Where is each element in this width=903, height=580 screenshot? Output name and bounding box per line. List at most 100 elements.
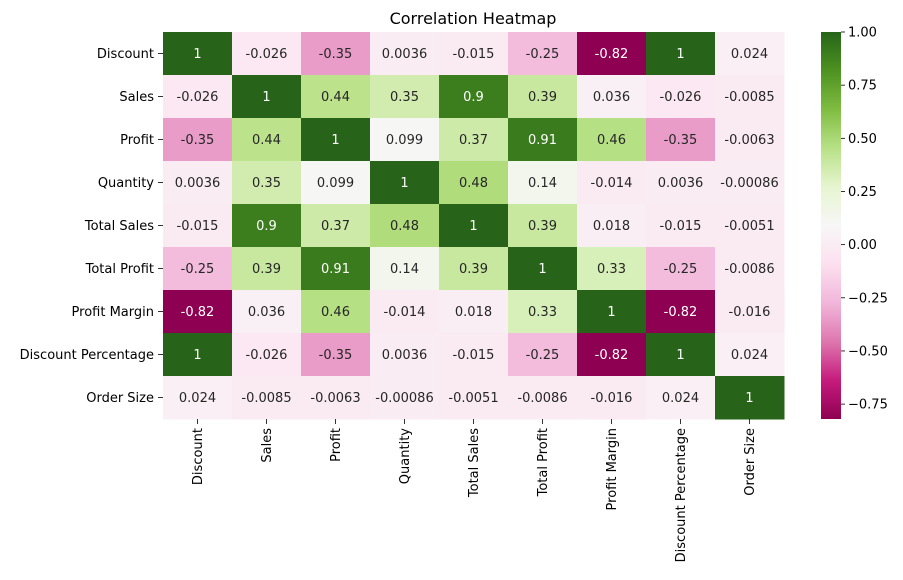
cell-value-label: 0.91 [321, 262, 350, 277]
cell-value-label: -0.0063 [310, 391, 360, 406]
cell-value-label: 0.018 [593, 219, 630, 234]
heatmap-cell [301, 247, 371, 291]
cell-value-label: 1 [538, 262, 546, 277]
colorbar-tick-label: 0.75 [848, 79, 877, 94]
cell-value-label: 0.33 [597, 262, 626, 277]
cell-value-label: 0.099 [317, 176, 354, 191]
row-tick-label: Discount [97, 47, 154, 62]
heatmap-cell [301, 204, 371, 248]
column-tick-label: Discount Percentage [674, 428, 689, 562]
cell-value-label: -0.015 [177, 219, 219, 234]
heatmap-cell [508, 161, 578, 205]
cell-value-label: 0.036 [248, 305, 285, 320]
heatmap-cell [439, 118, 509, 162]
heatmap-cell [646, 333, 716, 377]
heatmap-cell-labels: 1 -0.026 -0.35 0.0036 -0.015 -0.25 -0.82 1 0.024… [175, 47, 779, 406]
cell-value-label: -0.82 [595, 348, 629, 363]
heatmap-cell [577, 290, 647, 334]
heatmap-cell [439, 333, 509, 377]
heatmap-cell [370, 32, 440, 76]
heatmap-cell [232, 32, 302, 76]
cell-value-label: 0.35 [252, 176, 281, 191]
cell-value-label: 0.0036 [382, 47, 428, 62]
row-tick-label: Total Profit [85, 262, 154, 277]
heatmap-cell [439, 247, 509, 291]
cell-value-label: 0.39 [252, 262, 281, 277]
heatmap-cell [163, 376, 233, 420]
colorbar: 1.00 0.75 0.50 0.25 0.00 −0.25 −0.50 −0.75 [821, 26, 888, 419]
cell-value-label: 0.37 [321, 219, 350, 234]
column-tick-labels: Discount Sales Profit Quantity Total Sales To… [191, 419, 758, 562]
cell-value-label: -0.0051 [724, 219, 774, 234]
cell-value-label: -0.014 [384, 305, 426, 320]
cell-value-label: -0.82 [595, 47, 629, 62]
heatmap-cell [715, 290, 785, 334]
cell-value-label: 0.39 [459, 262, 488, 277]
colorbar-tick-label: 0.25 [848, 185, 877, 200]
heatmap-cell [646, 204, 716, 248]
heatmap-cell [715, 161, 785, 205]
heatmap-cell [301, 290, 371, 334]
cell-value-label: 1 [676, 47, 684, 62]
heatmap-cells [163, 32, 785, 420]
cell-value-label: 0.0036 [382, 348, 428, 363]
cell-value-label: 1 [676, 348, 684, 363]
cell-value-label: -0.25 [181, 262, 215, 277]
heatmap-cell [301, 333, 371, 377]
cell-value-label: 0.44 [321, 90, 350, 105]
cell-value-label: -0.015 [453, 47, 495, 62]
heatmap-cell [370, 290, 440, 334]
heatmap-cell [508, 376, 578, 420]
colorbar-tick-label: 0.50 [848, 132, 877, 147]
cell-value-label: -0.25 [526, 47, 560, 62]
cell-value-label: -0.015 [660, 219, 702, 234]
heatmap-cell [577, 333, 647, 377]
heatmap-cell [577, 247, 647, 291]
cell-value-label: 1 [193, 47, 201, 62]
colorbar-gradient [821, 32, 841, 419]
heatmap-cell [232, 290, 302, 334]
cell-value-label: -0.35 [664, 133, 698, 148]
heatmap-cell [163, 204, 233, 248]
heatmap-cell [646, 247, 716, 291]
cell-value-label: 0.33 [528, 305, 557, 320]
cell-value-label: -0.82 [181, 305, 215, 320]
colorbar-tick-label: −0.75 [848, 398, 888, 413]
cell-value-label: 1 [745, 391, 753, 406]
heatmap-cell [508, 75, 578, 119]
cell-value-label: 0.14 [390, 262, 419, 277]
heatmap-cell [370, 247, 440, 291]
row-tick-label: Sales [119, 90, 154, 105]
cell-value-label: 1 [469, 219, 477, 234]
cell-value-label: -0.0086 [724, 262, 774, 277]
cell-value-label: -0.026 [246, 348, 288, 363]
cell-value-label: 0.099 [386, 133, 423, 148]
cell-value-label: -0.016 [729, 305, 771, 320]
cell-value-label: 0.48 [459, 176, 488, 191]
heatmap-cell [163, 290, 233, 334]
heatmap-cell [370, 161, 440, 205]
cell-value-label: 0.39 [528, 219, 557, 234]
cell-value-label: -0.015 [453, 348, 495, 363]
heatmap-cell [715, 247, 785, 291]
heatmap-cell [715, 376, 785, 420]
cell-value-label: -0.026 [177, 90, 219, 105]
heatmap-cell [646, 75, 716, 119]
heatmap-cell [646, 161, 716, 205]
heatmap-cell [163, 333, 233, 377]
heatmap-cell [646, 118, 716, 162]
heatmap-cell [301, 376, 371, 420]
cell-value-label: 0.9 [256, 219, 277, 234]
cell-value-label: 0.46 [597, 133, 626, 148]
cell-value-label: 0.48 [390, 219, 419, 234]
cell-value-label: -0.82 [664, 305, 698, 320]
heatmap-cell [439, 161, 509, 205]
heatmap-cell [715, 333, 785, 377]
heatmap-cell [577, 204, 647, 248]
cell-value-label: 0.024 [731, 348, 768, 363]
row-tick-label: Discount Percentage [20, 348, 154, 363]
heatmap-cell [439, 290, 509, 334]
cell-value-label: 0.35 [390, 90, 419, 105]
heatmap-cell [439, 376, 509, 420]
colorbar-tick-label: 1.00 [848, 26, 877, 41]
